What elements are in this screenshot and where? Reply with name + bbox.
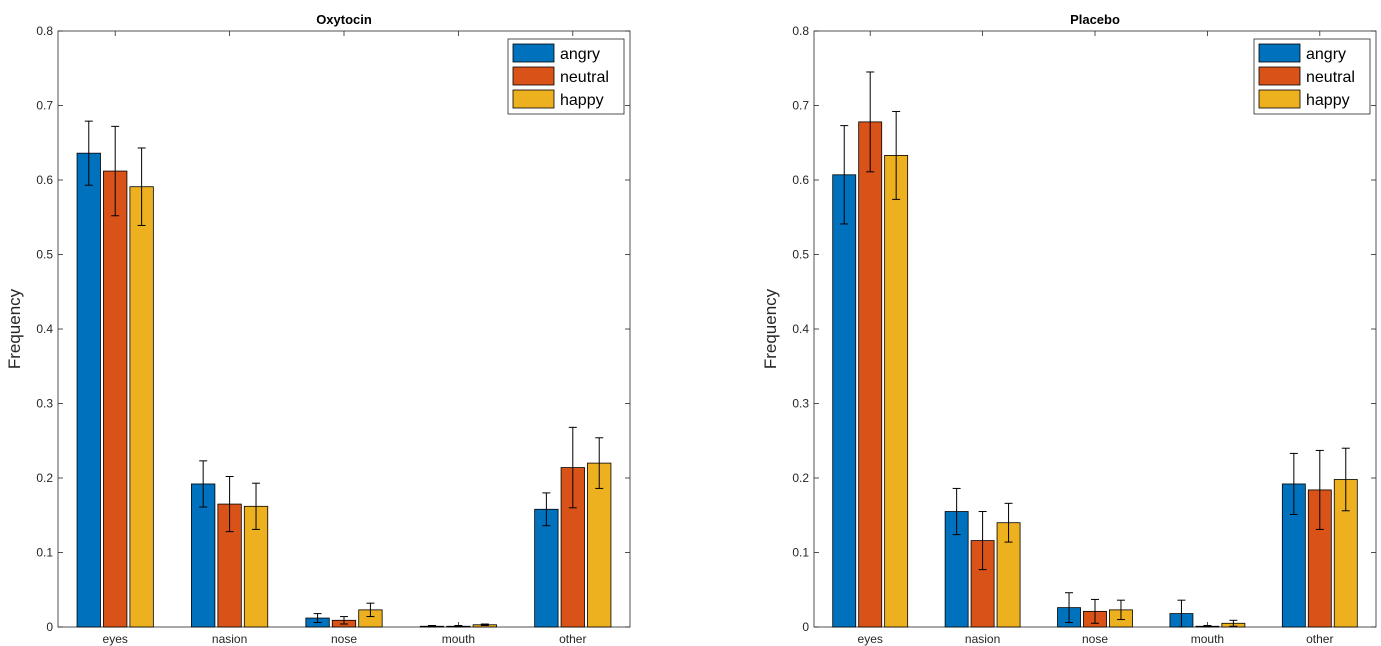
- error-bar-happy-nose: [366, 602, 375, 618]
- error-bar-angry-mouth: [1177, 599, 1186, 628]
- y-tick-label: 0.2: [36, 471, 53, 485]
- y-tick-label: 0: [802, 620, 809, 634]
- error-bar-neutral-mouth: [1203, 625, 1212, 628]
- legend-swatch-happy: [512, 89, 555, 109]
- error-bar-angry-nasion: [199, 460, 208, 508]
- legend-swatch-angry: [512, 43, 555, 63]
- bar-angry-eyes: [76, 152, 101, 628]
- error-bar-neutral-nasion: [225, 476, 234, 533]
- y-tick-label: 0.4: [792, 322, 809, 336]
- legend-label-neutral: neutral: [1306, 69, 1355, 86]
- chart-title: Oxytocin: [316, 12, 372, 27]
- chart-panel-1: Placebo Frequency 0 0.1 0.2 0.3 0.4 0.5 0.6 0.7 0.…: [761, 12, 1377, 646]
- x-tick-label: nose: [1082, 632, 1108, 646]
- legend-swatch-angry: [1258, 43, 1301, 63]
- x-tick-label: other: [559, 632, 586, 646]
- y-tick-label: 0.5: [792, 248, 809, 262]
- error-bar-happy-other: [595, 437, 604, 489]
- legend-label-happy: happy: [560, 92, 604, 109]
- error-bar-angry-nose: [313, 613, 322, 624]
- legend-swatch-happy: [1258, 89, 1301, 109]
- error-bar-neutral-nose: [340, 616, 348, 625]
- legend-swatch-neutral: [1258, 66, 1301, 86]
- error-bar-neutral-eyes: [111, 125, 120, 217]
- error-bar-angry-nasion: [952, 487, 961, 536]
- legend-label-happy: happy: [1306, 92, 1350, 109]
- x-tick-label: mouth: [1191, 632, 1224, 646]
- y-axis-label: Frequency: [761, 288, 780, 369]
- bar-neutral-eyes: [103, 170, 128, 628]
- y-tick-label: 0.5: [36, 248, 53, 262]
- error-bar-neutral-eyes: [866, 71, 875, 173]
- legend-label-neutral: neutral: [560, 69, 609, 86]
- error-bar-angry-mouth: [427, 625, 436, 628]
- legend: angry neutral happy: [1253, 38, 1371, 115]
- x-tick-label: nose: [331, 632, 357, 646]
- error-bar-angry-eyes: [84, 120, 93, 186]
- y-tick-label: 0.4: [36, 322, 53, 336]
- x-tick-label: mouth: [442, 632, 475, 646]
- bar-happy-eyes: [129, 186, 154, 628]
- bar-angry-other: [534, 508, 559, 628]
- y-tick-label: 0.1: [36, 546, 53, 560]
- bar-angry-eyes: [832, 174, 857, 628]
- y-tick-label: 0.3: [36, 397, 53, 411]
- error-bar-angry-nose: [1065, 592, 1074, 624]
- y-tick-label: 0.2: [792, 471, 809, 485]
- y-tick-label: 0.3: [792, 397, 809, 411]
- x-tick-label: nasion: [212, 632, 247, 646]
- y-axis-label: Frequency: [5, 288, 24, 369]
- legend: angry neutral happy: [507, 38, 625, 115]
- y-tick-label: 0.1: [792, 546, 809, 560]
- error-bar-happy-eyes: [137, 147, 146, 226]
- error-bar-happy-mouth: [1229, 619, 1238, 627]
- legend-label-angry: angry: [560, 46, 600, 63]
- chart-title: Placebo: [1070, 12, 1120, 27]
- bar-happy-eyes: [884, 155, 909, 628]
- error-bar-angry-eyes: [840, 125, 849, 225]
- legend-swatch-neutral: [512, 66, 555, 86]
- error-bar-happy-nasion: [252, 482, 261, 530]
- x-tick-label: nasion: [965, 632, 1000, 646]
- y-tick-label: 0.7: [36, 99, 53, 113]
- error-bar-neutral-mouth: [454, 625, 463, 628]
- error-bar-angry-other: [1289, 452, 1298, 516]
- x-tick-label: other: [1306, 632, 1333, 646]
- error-bar-happy-eyes: [892, 110, 901, 200]
- error-bar-happy-nose: [1116, 599, 1125, 621]
- error-bar-happy-nasion: [1004, 502, 1013, 543]
- y-tick-label: 0.6: [792, 173, 809, 187]
- y-tick-label: 0.8: [36, 24, 53, 38]
- error-bar-neutral-other: [568, 426, 577, 509]
- error-bar-happy-other: [1341, 447, 1350, 512]
- chart-panel-0: Oxytocin Frequency 0 0.1 0.2 0.3 0.4 0.5 0.6 0.7 0…: [5, 12, 631, 646]
- error-bar-happy-mouth: [480, 623, 489, 627]
- bar-neutral-eyes: [858, 121, 883, 628]
- error-bar-neutral-nose: [1091, 598, 1099, 624]
- error-bar-angry-other: [542, 492, 551, 527]
- legend-label-angry: angry: [1306, 46, 1346, 63]
- x-tick-label: eyes: [103, 632, 128, 646]
- y-tick-label: 0.8: [792, 24, 809, 38]
- error-bar-neutral-other: [1315, 449, 1324, 530]
- y-tick-label: 0: [46, 620, 53, 634]
- x-tick-label: eyes: [858, 632, 883, 646]
- error-bar-neutral-nasion: [978, 511, 987, 571]
- y-tick-label: 0.7: [792, 99, 809, 113]
- y-tick-label: 0.6: [36, 173, 53, 187]
